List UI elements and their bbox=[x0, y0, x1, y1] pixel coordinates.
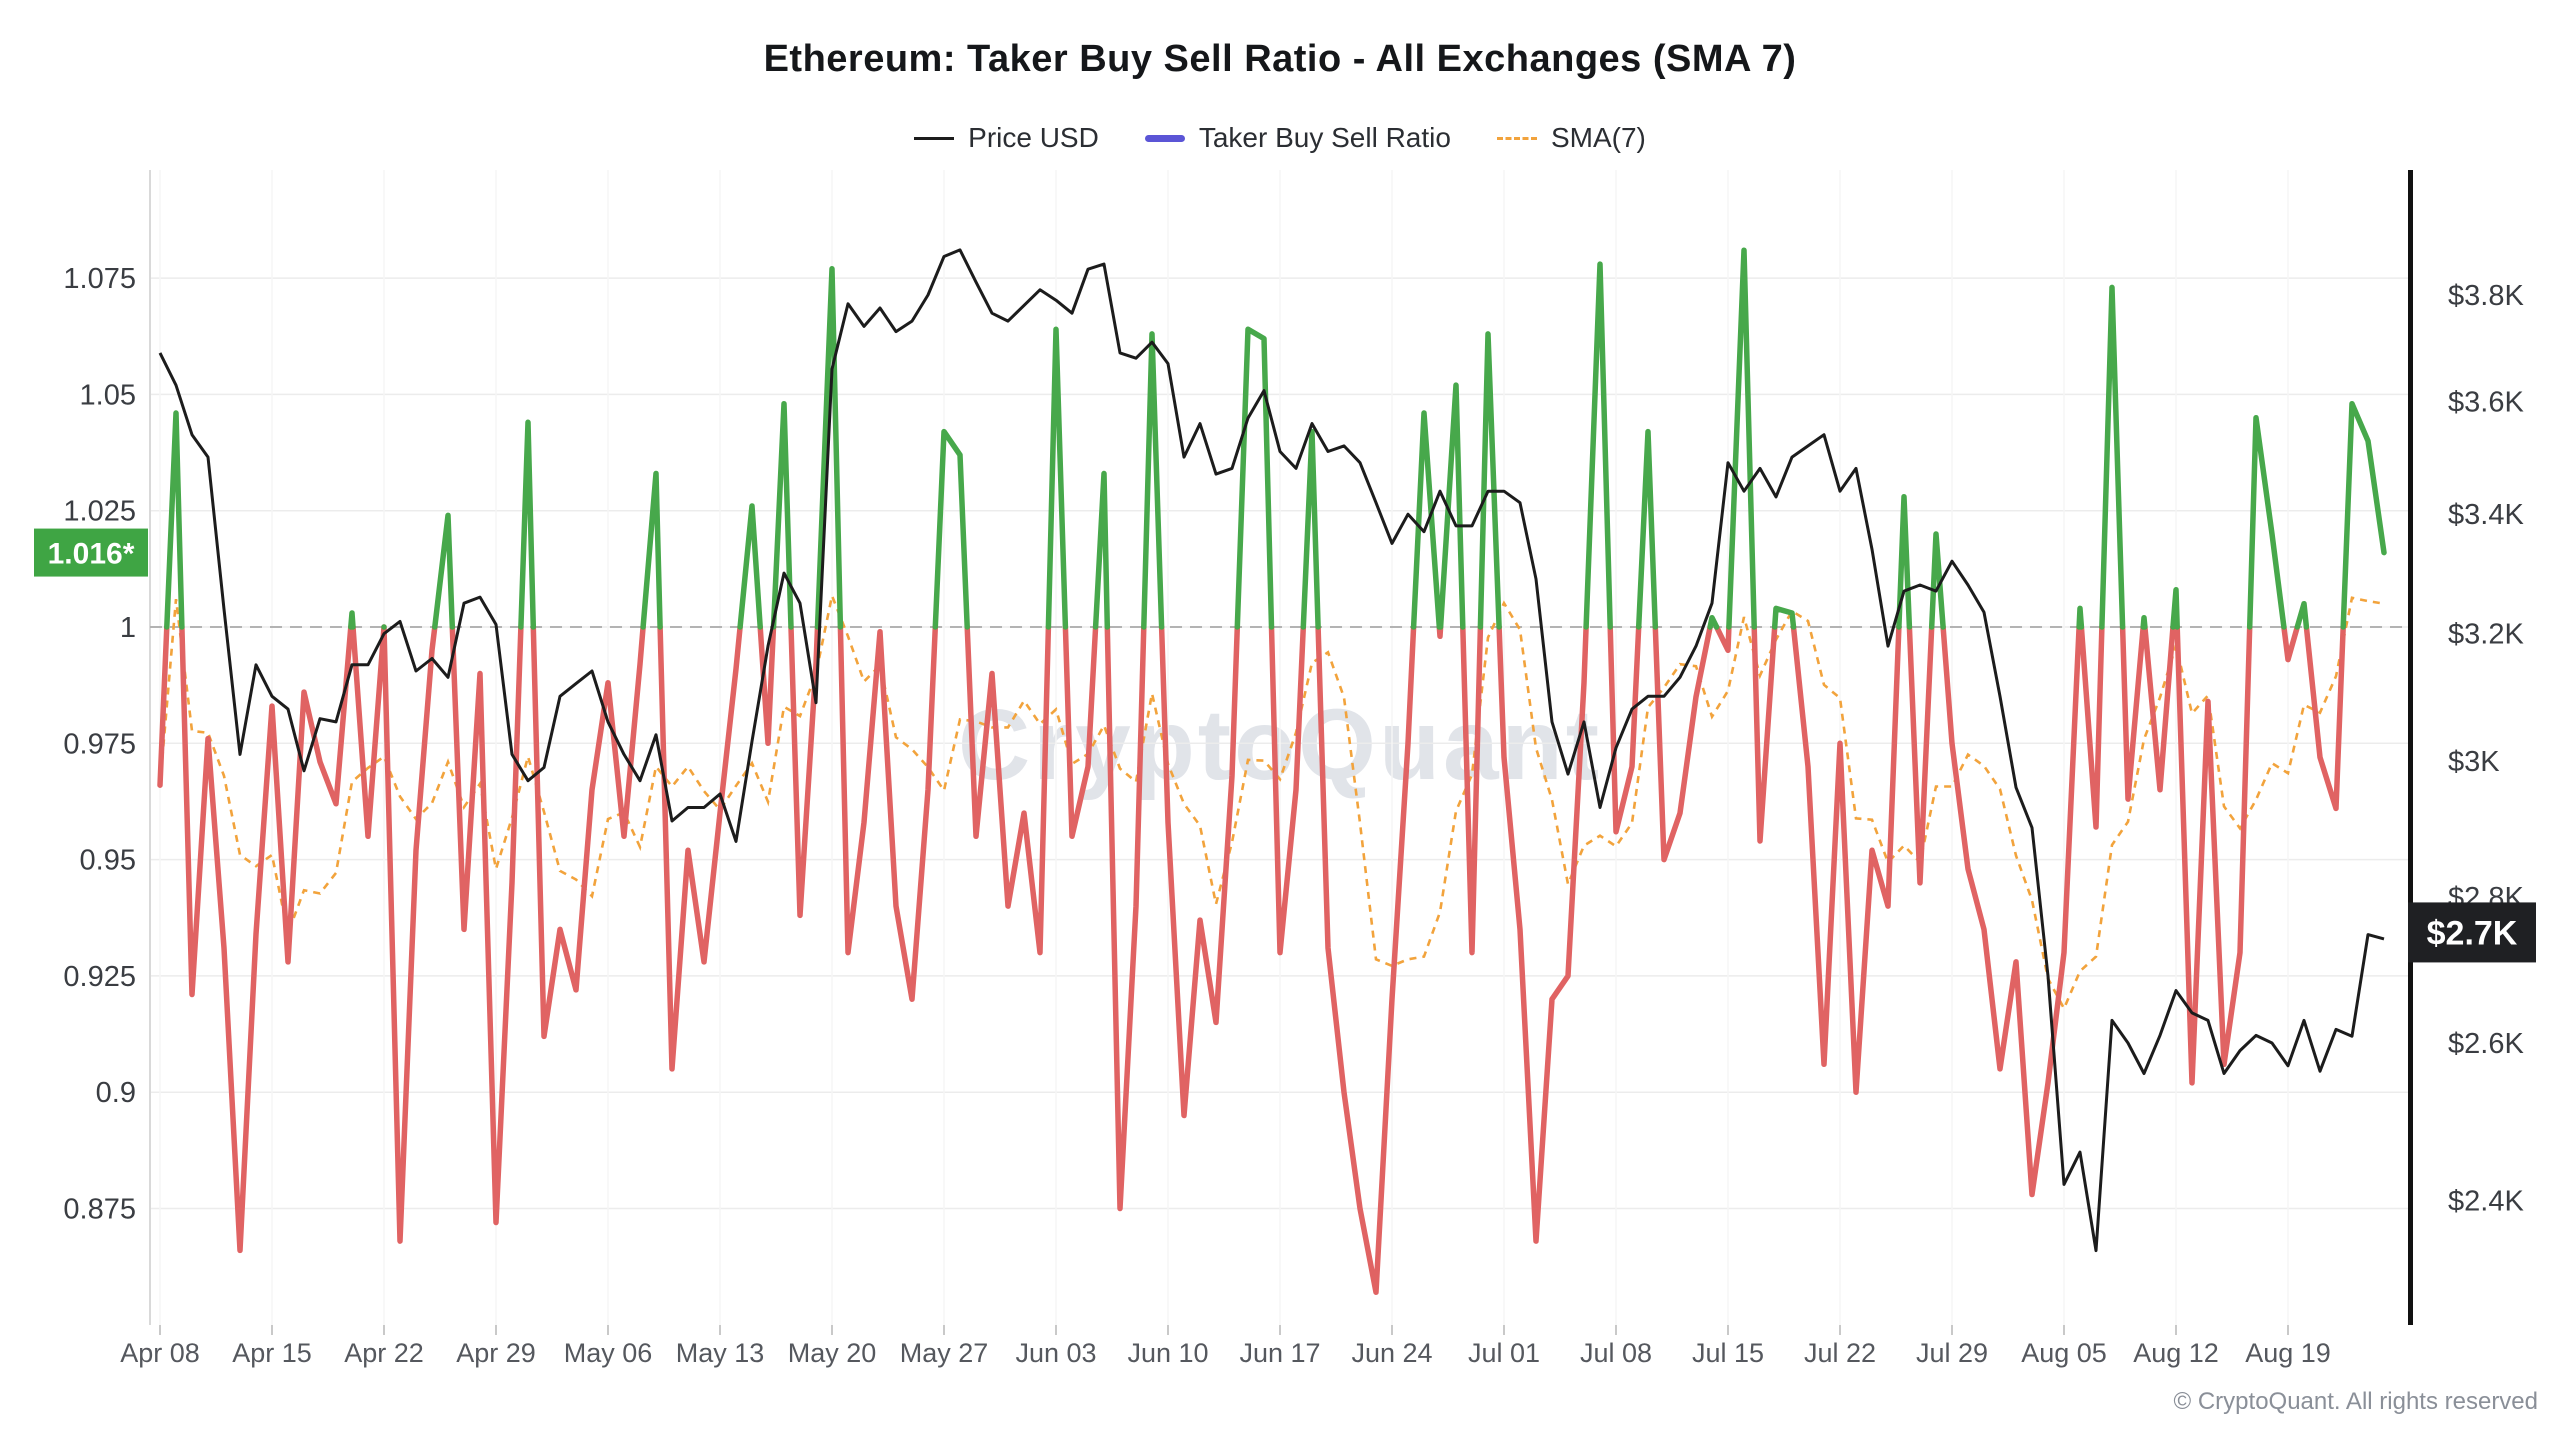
y-axis-right-tick-label: $2.4K bbox=[2448, 1186, 2524, 1218]
legend-label-price: Price USD bbox=[968, 122, 1099, 153]
legend-item-ratio[interactable]: Taker Buy Sell Ratio bbox=[1144, 122, 1451, 154]
x-axis-tick-label: Jul 29 bbox=[1916, 1338, 1988, 1368]
y-axis-left-tick-label: 0.95 bbox=[80, 845, 136, 877]
x-axis-tick-label: May 27 bbox=[900, 1338, 989, 1368]
x-axis-tick-label: Aug 19 bbox=[2245, 1338, 2331, 1368]
y-axis-left-tick-label: 1.05 bbox=[80, 379, 136, 411]
y-axis-left-tick-label: 1 bbox=[120, 612, 136, 644]
x-axis-tick-label: Apr 15 bbox=[232, 1338, 312, 1368]
legend-item-sma[interactable]: SMA(7) bbox=[1496, 122, 1646, 154]
x-axis-tick-label: Jul 22 bbox=[1804, 1338, 1876, 1368]
y-axis-right-tick-label: $2.6K bbox=[2448, 1028, 2524, 1060]
x-axis-tick-label: Jun 24 bbox=[1351, 1338, 1432, 1368]
taker-ratio-line-above-1 bbox=[164, 247, 2387, 630]
price-usd-line bbox=[158, 248, 2385, 1253]
ratio-last-value-badge-text: 1.016* bbox=[48, 538, 135, 571]
sma7-line bbox=[158, 591, 2385, 1012]
x-axis-tick-label: Jun 10 bbox=[1127, 1338, 1208, 1368]
x-axis-tick-label: May 20 bbox=[788, 1338, 877, 1368]
y-axis-right-tick-label: $3.8K bbox=[2448, 280, 2524, 312]
y-axis-left-tick-label: 0.875 bbox=[63, 1194, 136, 1226]
price-line-icon bbox=[914, 136, 955, 140]
page-title: Ethereum: Taker Buy Sell Ratio - All Exc… bbox=[763, 38, 1797, 80]
legend-label-sma: SMA(7) bbox=[1550, 122, 1646, 153]
y-axis-right-tick-label: $3.4K bbox=[2448, 499, 2524, 531]
x-axis-tick-label: Jul 01 bbox=[1468, 1338, 1540, 1368]
x-axis-tick-label: Apr 08 bbox=[120, 1338, 200, 1368]
y-axis-right-tick-label: $3.6K bbox=[2448, 387, 2524, 419]
ratio-last-value-badge bbox=[34, 528, 148, 577]
chart-legend: Price USD Taker Buy Sell Ratio SMA(7) bbox=[0, 122, 2560, 154]
x-axis-tick-label: Apr 29 bbox=[456, 1338, 536, 1368]
x-axis-tick-label: Apr 22 bbox=[344, 1338, 424, 1368]
y-axis-left-tick-label: 0.925 bbox=[63, 961, 136, 993]
y-axis-right-spine bbox=[2408, 170, 2413, 1325]
x-axis-tick-label: Aug 05 bbox=[2021, 1338, 2107, 1368]
legend-item-price[interactable]: Price USD bbox=[914, 122, 1099, 154]
price-last-value-badge-text: $2.7K bbox=[2427, 914, 2518, 952]
x-axis-tick-label: Jul 08 bbox=[1580, 1338, 1652, 1368]
price-last-value-badge bbox=[2408, 902, 2536, 963]
taker-ratio-line-below-1 bbox=[157, 624, 2346, 1295]
x-axis-tick-label: Jun 03 bbox=[1015, 1338, 1096, 1368]
x-axis-tick-label: Aug 12 bbox=[2133, 1338, 2219, 1368]
y-axis-left-tick-label: 0.9 bbox=[96, 1077, 136, 1109]
sma-line-icon bbox=[1496, 136, 1537, 140]
ratio-line-icon bbox=[1144, 134, 1185, 142]
x-axis-tick-label: May 13 bbox=[676, 1338, 765, 1368]
copyright-text: © CryptoQuant. All rights reserved bbox=[2173, 1388, 2539, 1415]
y-axis-right-tick-label: $3K bbox=[2448, 746, 2500, 778]
legend-label-ratio: Taker Buy Sell Ratio bbox=[1198, 122, 1451, 153]
y-axis-right-tick-label: $3.2K bbox=[2448, 619, 2524, 651]
y-axis-left-tick-label: 1.025 bbox=[63, 496, 136, 528]
x-axis-tick-label: May 06 bbox=[564, 1338, 653, 1368]
x-axis-tick-label: Jul 15 bbox=[1692, 1338, 1764, 1368]
y-axis-left-tick-label: 1.075 bbox=[63, 263, 136, 295]
y-axis-left-tick-label: 0.975 bbox=[63, 728, 136, 760]
x-axis-tick-label: Jun 17 bbox=[1239, 1338, 1320, 1368]
